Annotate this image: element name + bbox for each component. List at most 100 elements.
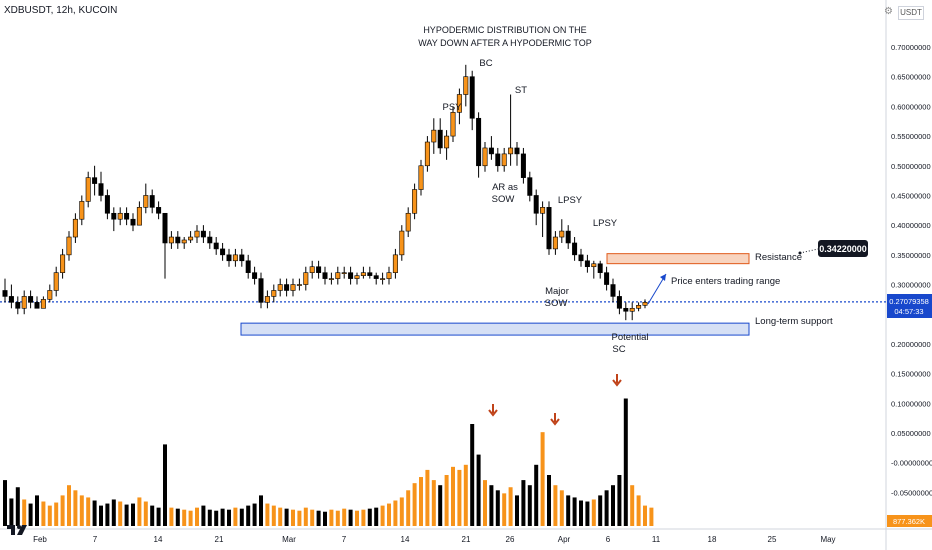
time-tick-label: 21 — [462, 535, 471, 544]
candle-body — [546, 207, 552, 250]
annotation-psy: PSY — [442, 102, 462, 113]
volume-bar — [143, 501, 148, 526]
candle-body — [527, 177, 533, 196]
volume-bar — [99, 505, 103, 526]
candle-body — [290, 284, 296, 291]
volume-bar — [451, 466, 455, 526]
candle-body — [373, 275, 379, 279]
annotation-major-sow: Major — [545, 286, 569, 297]
price-tick-label: 0.55000000 — [891, 132, 931, 141]
volume-bar — [495, 490, 500, 526]
candle-body — [424, 141, 430, 167]
volume-arrow-down-icon-head — [488, 409, 498, 417]
volume-bar — [559, 490, 564, 526]
volume-bar — [297, 510, 302, 526]
candle-body — [162, 212, 168, 244]
annotation-headline: WAY DOWN AFTER A HYPODERMIC TOP — [418, 38, 592, 48]
tradingview-logo-icon[interactable] — [6, 523, 32, 537]
currency-badge[interactable]: USDT — [898, 6, 924, 20]
candle-body — [540, 207, 546, 214]
volume-bar — [540, 432, 545, 526]
candle-body — [392, 254, 398, 273]
volume-bar — [374, 507, 379, 526]
volume-bar — [515, 495, 519, 526]
candle-body — [239, 254, 245, 262]
volume-bar — [527, 485, 532, 526]
price-tick-label: 0.70000000 — [891, 43, 931, 52]
volume-bar — [284, 508, 289, 526]
time-tick-label: 11 — [652, 535, 661, 544]
volume-bar — [150, 505, 155, 526]
time-tick-label: 14 — [401, 535, 410, 544]
volume-bar — [431, 480, 436, 526]
volume-bar — [553, 485, 558, 526]
volume-bar — [156, 507, 161, 526]
candle-body — [469, 76, 475, 119]
volume-bar — [521, 480, 526, 526]
candle-body — [616, 296, 622, 309]
candle-body — [258, 278, 264, 303]
candle-body — [188, 236, 194, 241]
volume-bar — [265, 503, 270, 526]
time-tick-label: Mar — [282, 535, 296, 544]
settings-icon[interactable]: ⚙ — [884, 6, 893, 17]
candle-body — [296, 284, 302, 286]
candle-body — [124, 212, 130, 220]
candle-body — [533, 195, 539, 214]
volume-bar — [233, 507, 238, 526]
volume-bar — [457, 469, 462, 526]
candle-body — [360, 272, 366, 276]
candle-body — [156, 207, 162, 214]
volume-bar — [111, 499, 116, 526]
volume-bar — [118, 501, 123, 526]
candle-body — [40, 299, 46, 309]
resistance-zone — [606, 253, 750, 265]
candle-body — [149, 195, 155, 208]
volume-bar — [9, 498, 14, 526]
candle-body — [200, 230, 206, 238]
candle-body — [28, 296, 34, 303]
candle-body — [72, 218, 78, 238]
volume-bar — [387, 503, 391, 526]
volume-bar — [227, 509, 231, 526]
volume-bar — [271, 505, 276, 526]
support-zone — [240, 322, 750, 336]
annotation-ar: SOW — [492, 194, 515, 205]
volume-bar — [604, 490, 609, 526]
candle-body — [284, 284, 290, 291]
candle-body — [213, 242, 219, 250]
volume-bar — [591, 499, 596, 526]
annotation-lpsy: LPSY — [558, 195, 583, 206]
volume-bar — [342, 508, 347, 526]
volume-bar — [291, 509, 295, 526]
candle-body — [168, 236, 174, 244]
volume-bar — [579, 500, 583, 526]
volume-bar — [131, 503, 135, 526]
volume-bar — [41, 501, 46, 526]
candle-body — [207, 236, 213, 244]
volume-bar — [47, 505, 52, 526]
volume-bar — [28, 503, 33, 526]
candle-body — [348, 272, 354, 279]
volume-bar — [207, 509, 212, 526]
volume-bar — [137, 497, 142, 526]
candle-body — [565, 230, 571, 244]
candle-body — [412, 189, 418, 214]
volume-bar — [175, 508, 180, 526]
candle-body — [495, 153, 501, 167]
candle-body — [552, 236, 558, 250]
volume-bar — [483, 480, 487, 526]
volume-badge — [887, 515, 932, 527]
volume-bar — [489, 485, 494, 526]
price-tick-label: -0.00000000 — [891, 459, 932, 468]
volume-bar — [419, 477, 423, 526]
time-tick-label: May — [820, 535, 835, 544]
candle-body — [53, 272, 59, 291]
volume-arrow-down-icon-head — [612, 379, 622, 387]
volume-bar — [239, 508, 244, 526]
volume-bar — [438, 485, 443, 526]
volume-bar — [425, 469, 430, 526]
volume-bar — [195, 507, 199, 526]
